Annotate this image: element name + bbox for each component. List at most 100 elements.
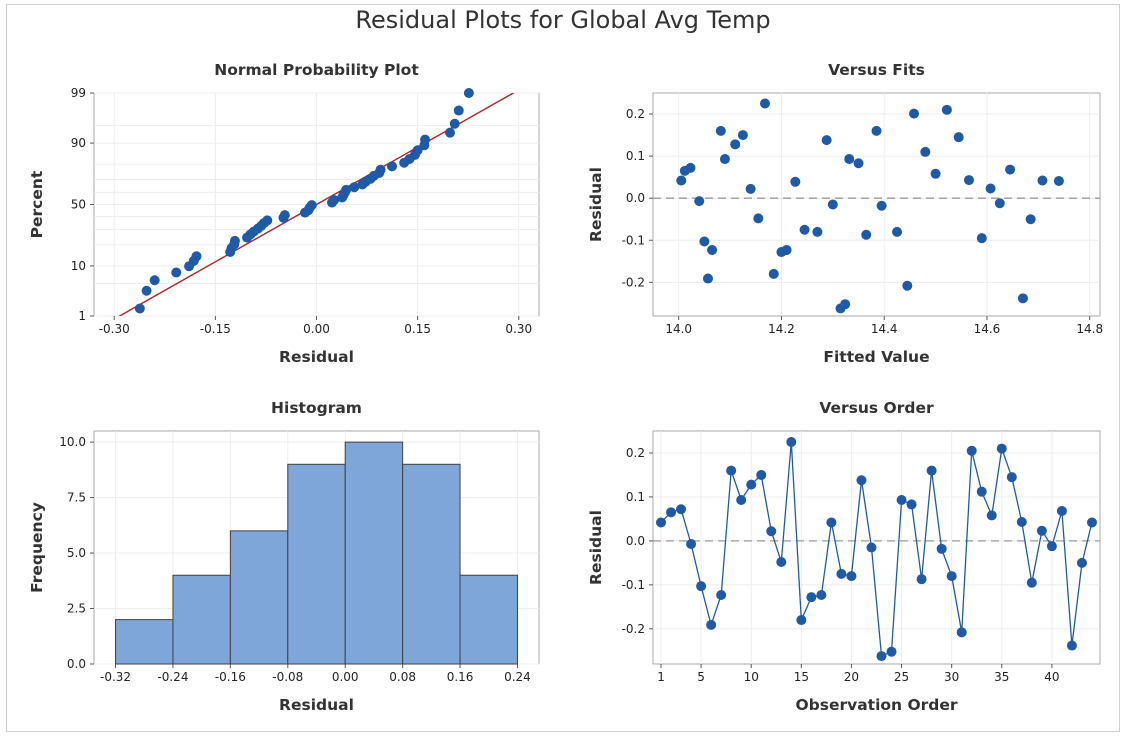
hist-y-tick-label: 7.5 bbox=[67, 491, 86, 505]
npp-point bbox=[387, 161, 398, 172]
npp-x-tick-label: 0.15 bbox=[404, 322, 431, 336]
order-x-tick-label: 35 bbox=[994, 670, 1009, 684]
npp-point bbox=[134, 303, 145, 314]
order-x-tick-label: 15 bbox=[794, 670, 809, 684]
fits-point bbox=[976, 233, 987, 244]
order-point bbox=[1056, 506, 1067, 517]
npp-x-axis-label: Residual bbox=[279, 348, 354, 366]
fits-point bbox=[853, 158, 864, 169]
fits-y-tick-label: -0.2 bbox=[622, 275, 645, 289]
order-point bbox=[716, 589, 727, 600]
npp-y-tick-label: 90 bbox=[71, 136, 86, 150]
order-point bbox=[746, 479, 757, 490]
npp-point bbox=[341, 184, 352, 195]
npp-y-tick-label: 1 bbox=[78, 309, 86, 323]
order-y-axis-label: Residual bbox=[587, 510, 605, 585]
hist-y-tick-label: 2.5 bbox=[67, 602, 86, 616]
npp-point bbox=[171, 267, 182, 278]
hist-panel: -0.32 -0.24 -0.16 -0.08 0.00 0.08 0.16 0.24 0.0 2… bbox=[28, 399, 540, 714]
fits-point bbox=[840, 299, 851, 310]
fits-point bbox=[812, 226, 823, 237]
order-point bbox=[906, 499, 917, 510]
order-point bbox=[736, 495, 747, 506]
fits-x-tick-label: 14.6 bbox=[974, 322, 1001, 336]
npp-x-tick-label: 0.30 bbox=[505, 322, 532, 336]
fits-point bbox=[963, 175, 974, 186]
npp-y-tick-label: 10 bbox=[71, 259, 86, 273]
hist-y-tick-label: 5.0 bbox=[67, 546, 86, 560]
order-x-tick-label: 20 bbox=[844, 670, 859, 684]
order-point bbox=[986, 510, 997, 521]
fits-x-tick-label: 14.2 bbox=[768, 322, 795, 336]
npp-point bbox=[329, 195, 340, 206]
order-x-tick-label: 5 bbox=[697, 670, 705, 684]
fits-point bbox=[702, 273, 713, 284]
fits-point bbox=[699, 236, 710, 247]
fits-point bbox=[920, 146, 931, 157]
fits-point bbox=[685, 162, 696, 173]
hist-bar bbox=[459, 574, 518, 665]
order-x-tick-label: 25 bbox=[894, 670, 909, 684]
fits-x-tick-label: 14.4 bbox=[871, 322, 898, 336]
order-point bbox=[996, 443, 1007, 454]
fits-y-tick-label: 0.0 bbox=[626, 191, 645, 205]
order-point bbox=[846, 571, 857, 582]
npp-y-tick-label: 50 bbox=[71, 198, 86, 212]
fits-point bbox=[753, 213, 764, 224]
order-panel: 1 5 10 15 20 25 30 35 40-0.2-0.10.00.10.2Versus … bbox=[587, 399, 1101, 714]
order-point bbox=[966, 445, 977, 456]
fits-point bbox=[876, 200, 887, 211]
npp-x-tick-label: -0.15 bbox=[200, 322, 231, 336]
order-point bbox=[786, 436, 797, 447]
npp-point bbox=[191, 251, 202, 262]
order-y-tick-label: 0.1 bbox=[626, 490, 645, 504]
npp-x-tick-label: -0.30 bbox=[99, 322, 130, 336]
fits-point bbox=[871, 125, 882, 136]
order-point bbox=[1076, 557, 1087, 568]
order-point bbox=[856, 475, 867, 486]
hist-bar bbox=[172, 574, 231, 665]
order-point bbox=[866, 542, 877, 553]
hist-x-tick-label: 0.24 bbox=[504, 670, 531, 684]
order-x-axis-label: Observation Order bbox=[795, 696, 957, 714]
hist-bar bbox=[402, 463, 461, 665]
order-point bbox=[696, 581, 707, 592]
fits-y-tick-label: 0.1 bbox=[626, 149, 645, 163]
order-point bbox=[826, 517, 837, 528]
fits-point bbox=[821, 135, 832, 146]
hist-x-tick-label: 0.08 bbox=[389, 670, 416, 684]
fits-point bbox=[760, 98, 771, 109]
npp-x-tick-label: 0.00 bbox=[303, 322, 330, 336]
hist-x-axis-label: Residual bbox=[279, 696, 354, 714]
order-point bbox=[1086, 517, 1097, 528]
fits-point bbox=[892, 226, 903, 237]
fits-point bbox=[985, 183, 996, 194]
order-point bbox=[886, 646, 897, 657]
order-point bbox=[1046, 541, 1057, 552]
hist-bar bbox=[115, 619, 174, 665]
order-point bbox=[1066, 640, 1077, 651]
fits-point bbox=[694, 196, 705, 207]
order-point bbox=[876, 651, 887, 662]
npp-point bbox=[463, 88, 474, 98]
fits-point bbox=[790, 176, 801, 187]
order-y-tick-label: -0.2 bbox=[622, 622, 645, 636]
order-point bbox=[806, 592, 817, 603]
npp-point bbox=[375, 164, 386, 175]
hist-x-tick-label: -0.24 bbox=[157, 670, 188, 684]
npp-point bbox=[306, 200, 317, 211]
hist-y-tick-label: 10.0 bbox=[59, 435, 86, 449]
hist-bar bbox=[344, 441, 404, 665]
order-point bbox=[1016, 517, 1027, 528]
fits-y-axis-label: Residual bbox=[587, 167, 605, 242]
order-x-tick-label: 30 bbox=[944, 670, 959, 684]
hist-x-tick-label: -0.32 bbox=[100, 670, 131, 684]
fits-point bbox=[730, 139, 741, 150]
fits-point bbox=[827, 199, 838, 210]
fits-point bbox=[953, 132, 964, 143]
order-point bbox=[946, 571, 957, 582]
order-point bbox=[666, 507, 677, 518]
order-x-tick-label: 40 bbox=[1044, 670, 1059, 684]
order-point bbox=[936, 543, 947, 554]
